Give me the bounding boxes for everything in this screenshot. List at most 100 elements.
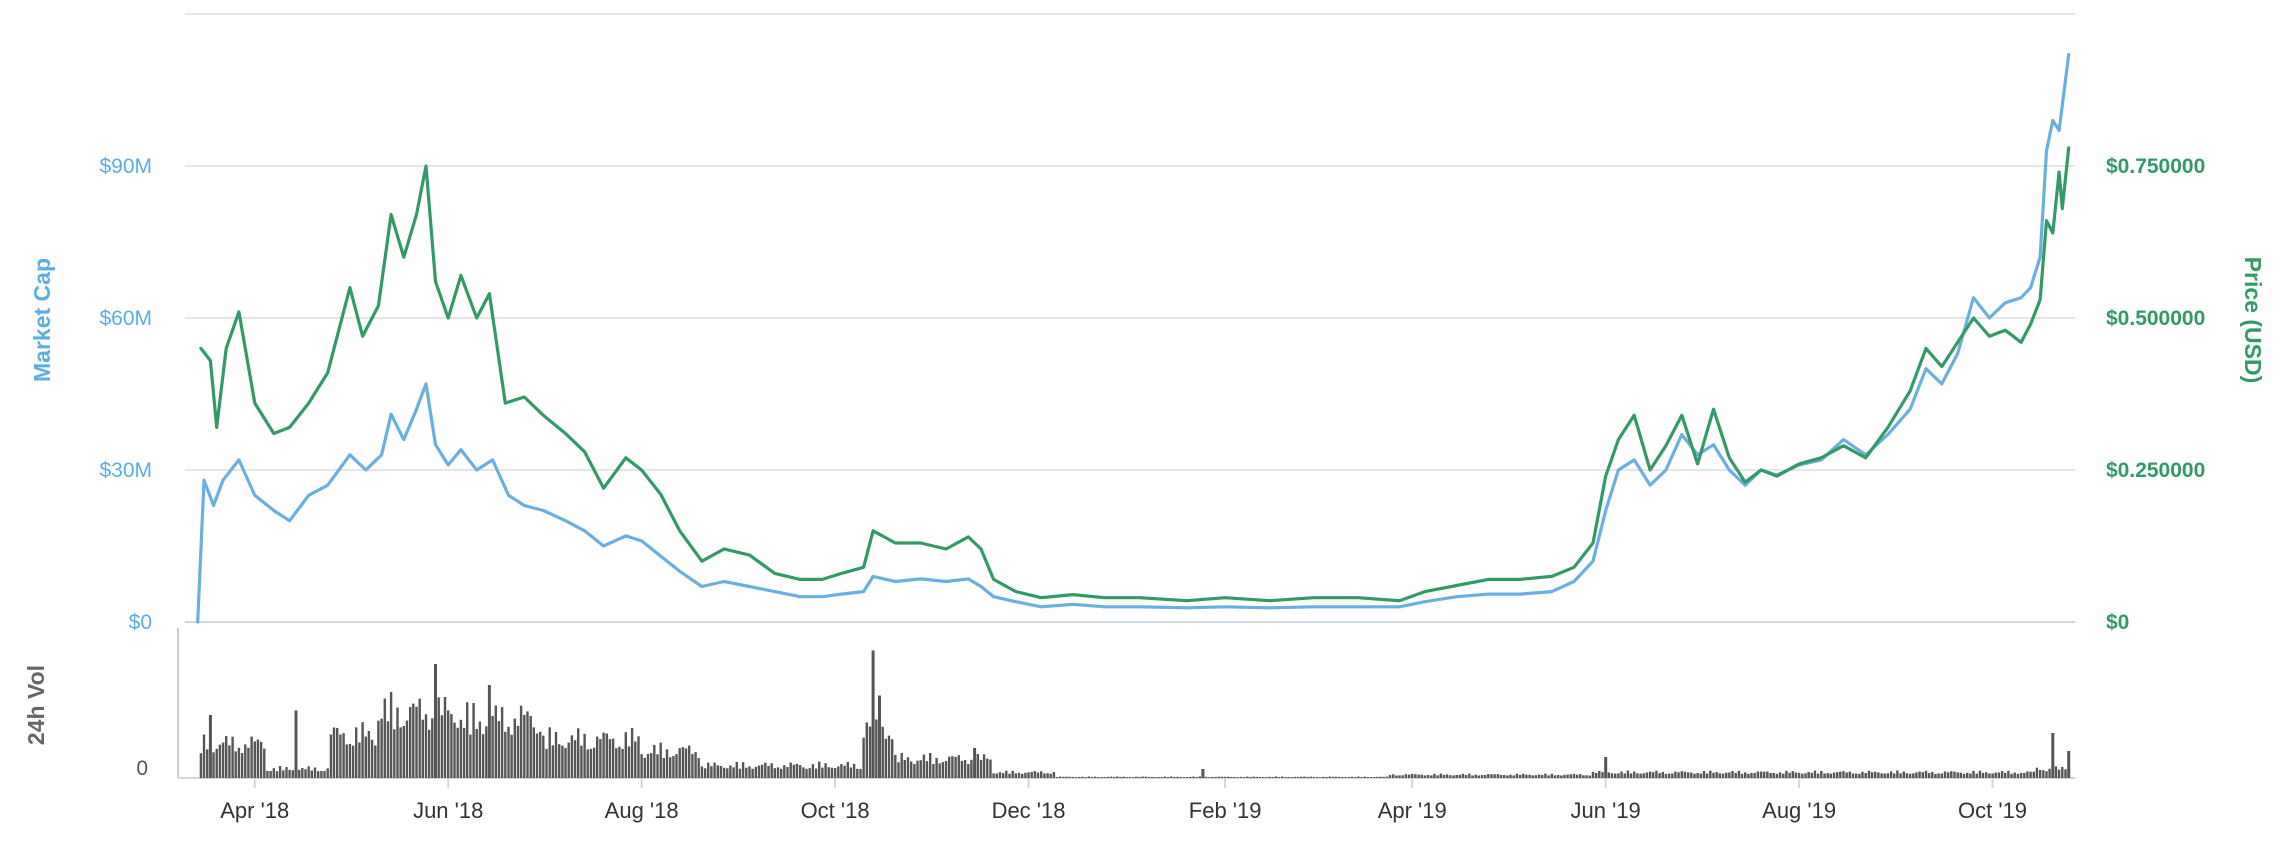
volume-bar [1633,771,1636,778]
right-axis-ticks: $0 $0.250000 $0.500000 $0.750000 [2106,155,2205,634]
volume-bar [760,764,764,778]
volume-bar [1398,775,1401,778]
volume-bar [215,748,218,778]
volume-bar [1966,772,1969,778]
volume-bar [1985,772,1988,778]
volume-bar [1661,771,1664,778]
volume-bar [957,755,960,778]
volume-bar [332,727,336,778]
volume-bar [1252,776,1255,778]
volume-bar [1236,777,1239,778]
x-tick-label: Feb '19 [1189,798,1262,823]
volume-bar [1217,776,1220,778]
volume-bar [754,766,757,778]
volume-bar [348,743,352,778]
volume-bar [719,766,723,778]
volume-bar [948,756,951,778]
volume-bar [697,758,700,778]
volume-bar [1731,771,1734,778]
volume-bar [228,745,231,778]
volume-bar [824,763,827,778]
volume-bar [234,751,237,778]
volume-bar [1290,777,1293,778]
volume-bar [618,746,621,778]
volume-bar [1103,777,1106,778]
volume-bar [1468,773,1471,778]
volume-bar [339,734,342,778]
volume-bar [389,692,393,778]
volume-bar [1848,771,1851,778]
volume-bar [558,744,561,778]
volume-bar [1705,773,1709,778]
volume-bar [1737,770,1741,778]
volume-bar [428,729,431,778]
volume-bar [1211,777,1214,778]
volume-bar [1563,774,1566,778]
volume-bar [1436,775,1439,778]
volume-bar [1607,772,1610,778]
volume-bar [780,768,783,778]
volume-bar [1836,772,1839,778]
volume-bar-spike [1604,757,1608,778]
volume-bar [1601,772,1604,778]
volume-bar [466,702,469,778]
volume-bar [1176,776,1179,778]
volume-bar [218,744,222,778]
volume-bar [2007,770,2010,778]
volume-bar [1591,771,1595,778]
volume-bar [1766,771,1769,778]
volume-bar [1886,773,1890,778]
volume-bar-spike [294,710,298,778]
volume-bar [599,739,602,778]
volume-bar [710,766,713,778]
volume-bar [310,770,313,778]
volume-bar [1896,770,1899,778]
volume-bar [1534,775,1538,778]
volume-bar [288,769,291,778]
volume-bar [2023,772,2026,778]
volume-bar [716,765,719,778]
volume-bar [263,748,266,778]
volume-bar [2026,771,2029,778]
volume-bar [1902,771,1905,778]
volume-bar [821,767,824,778]
volume-bar [1055,777,1059,778]
series-market-cap-line [196,52,2071,624]
volume-bar [212,752,215,778]
volume-bar [1512,775,1515,778]
volume-bar [1950,771,1953,778]
volume-bar [1246,776,1249,778]
volume-bar [1005,770,1008,778]
volume-bar-spike [434,664,437,778]
volume-bar [364,736,367,778]
volume-bar [1921,772,1924,778]
volume-bar [906,757,910,778]
volume-bar [1934,773,1937,778]
volume-bar [681,747,685,778]
volume-bar [1642,773,1645,778]
volume-bar [1759,771,1763,778]
volume-bar [1214,777,1217,778]
volume-bar [1341,777,1344,778]
volume-bar [1426,775,1430,778]
volume-bar [225,736,228,778]
volume-bar [1350,776,1354,778]
volume-bar [688,745,691,778]
volume-bar [1074,777,1078,778]
volume-bar [669,757,672,778]
volume-bar [894,754,897,778]
volume-bar [703,768,707,778]
volume-bar [529,716,532,778]
volume-bar [792,764,796,778]
volume-bar [1515,773,1519,778]
volume-bar [1392,774,1395,778]
volume-bar [2054,766,2058,778]
axis-title-market-cap: Market Cap [29,258,55,382]
volume-bar [1810,772,1813,778]
volume-bar [1509,774,1512,778]
volume-bar [1376,776,1379,778]
volume-bar [1052,772,1056,778]
volume-bar [1496,774,1500,778]
volume-bar [1065,776,1068,778]
volume-bar [884,738,887,778]
